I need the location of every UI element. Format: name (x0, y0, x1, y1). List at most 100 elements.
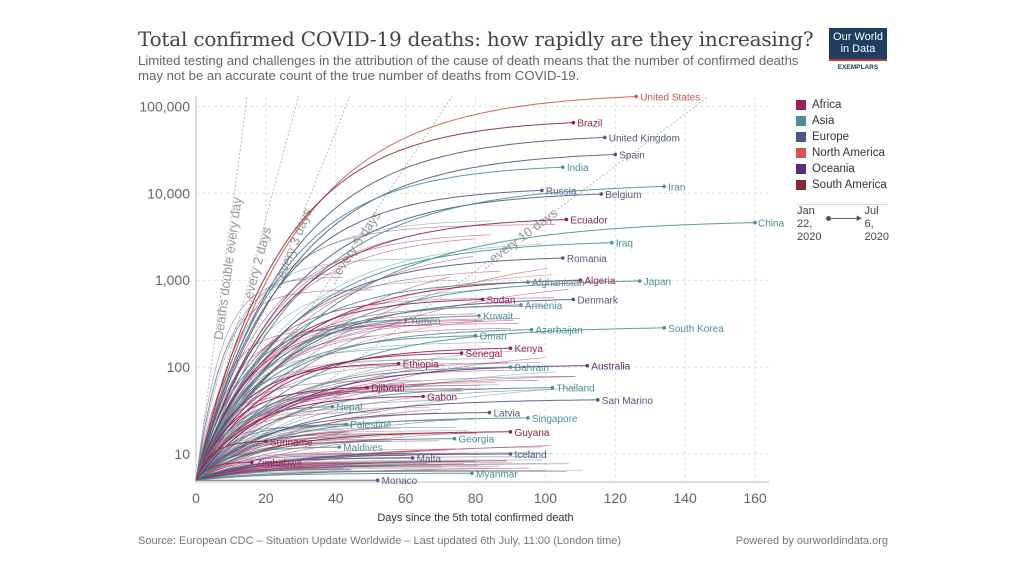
series-line[interactable] (195, 122, 574, 481)
series-line[interactable] (195, 457, 413, 481)
series-line[interactable] (195, 166, 563, 481)
series-label[interactable]: Guyana (514, 428, 549, 439)
series-bahrain[interactable]: Bahrain (195, 363, 549, 481)
series-line[interactable] (195, 461, 252, 481)
series-label[interactable]: Malta (417, 454, 442, 465)
series-label[interactable]: China (758, 219, 785, 230)
series-line[interactable] (195, 387, 553, 481)
series-line[interactable] (195, 438, 455, 481)
owid-logo[interactable]: Our World in Data EXEMPLARS (829, 28, 887, 74)
series-label[interactable]: Zimbabwe (256, 458, 303, 469)
series-line[interactable] (195, 153, 616, 481)
series-line[interactable] (195, 472, 472, 481)
series-line[interactable] (195, 440, 266, 481)
series-line[interactable] (195, 406, 333, 481)
series-line[interactable] (195, 395, 424, 481)
series-label[interactable]: Monaco (382, 476, 418, 487)
series-label[interactable]: Kenya (514, 344, 543, 355)
series-line[interactable] (195, 319, 406, 481)
series-line[interactable] (195, 189, 542, 481)
series-label[interactable]: Brazil (577, 119, 602, 130)
series-china[interactable]: China (195, 219, 785, 481)
legend-item-africa[interactable]: Africa (796, 97, 887, 113)
series-line[interactable] (195, 136, 605, 481)
legend-item-north-america[interactable]: North America (796, 145, 887, 161)
series-label[interactable]: Iran (668, 182, 685, 193)
series-palestine[interactable]: Palestine (195, 420, 392, 481)
series-gabon[interactable]: Gabon (195, 392, 457, 481)
series-georgia[interactable]: Georgia (195, 435, 495, 481)
series-yemen[interactable]: Yemen (195, 316, 440, 481)
series-suriname[interactable]: Suriname (195, 437, 313, 481)
series-japan[interactable]: Japan (195, 277, 671, 481)
series-line[interactable] (195, 446, 340, 481)
series-label[interactable]: Oman (480, 332, 507, 343)
series-nepal[interactable]: Nepal (195, 403, 362, 481)
series-label[interactable]: South Korea (668, 324, 724, 335)
series-line[interactable] (195, 431, 511, 481)
series-line[interactable] (195, 335, 476, 481)
series-singapore[interactable]: Singapore (195, 414, 578, 481)
timeline-slider-track[interactable]: ▶ (826, 215, 862, 222)
series-label[interactable]: Nepal (336, 403, 362, 414)
series-label[interactable]: Myanmar (476, 469, 518, 480)
series-label[interactable]: Ethiopia (403, 360, 440, 371)
series-label[interactable]: Suriname (270, 437, 313, 448)
series-line[interactable] (195, 185, 665, 481)
series-line[interactable] (195, 423, 347, 481)
series-iran[interactable]: Iran (195, 182, 685, 481)
series-line[interactable] (195, 299, 483, 481)
series-brazil[interactable]: Brazil (195, 119, 602, 481)
series-label[interactable]: India (567, 163, 589, 174)
series-line[interactable] (195, 417, 528, 481)
series-iceland[interactable]: Iceland (195, 450, 547, 481)
series-label[interactable]: Singapore (532, 414, 578, 425)
series-label[interactable]: Bahrain (514, 363, 548, 374)
series-label[interactable]: Australia (591, 362, 630, 373)
series-label[interactable]: Sudan (486, 295, 515, 306)
series-label[interactable]: Kuwait (483, 312, 513, 323)
series-label[interactable]: Romania (567, 254, 607, 265)
series-armenia[interactable]: Armenia (195, 301, 563, 481)
series-maldives[interactable]: Maldives (195, 443, 383, 481)
series-label[interactable]: Gabon (427, 392, 457, 403)
series-line[interactable] (195, 399, 598, 481)
series-myanmar[interactable]: Myanmar (195, 469, 518, 481)
series-line[interactable] (195, 363, 399, 481)
timeline-end-arrow-icon[interactable]: ▶ (856, 215, 862, 222)
series-label[interactable]: Japan (644, 277, 671, 288)
timeline-start-handle[interactable] (826, 216, 831, 221)
series-line[interactable] (195, 315, 480, 481)
series-label[interactable]: Armenia (525, 301, 563, 312)
series-belgium[interactable]: Belgium (195, 190, 641, 481)
series-india[interactable]: India (195, 163, 589, 481)
series-label[interactable]: Iceland (514, 450, 546, 461)
series-line[interactable] (195, 242, 612, 481)
legend-item-south-america[interactable]: South America (796, 177, 887, 193)
series-thailand[interactable]: Thailand (195, 384, 595, 481)
series-oman[interactable]: Oman (195, 332, 507, 481)
series-label[interactable]: Maldives (343, 443, 382, 454)
series-label[interactable]: Thailand (556, 384, 594, 395)
series-united-kingdom[interactable]: United Kingdom (195, 133, 680, 481)
series-malta[interactable]: Malta (195, 454, 442, 481)
series-label[interactable]: Latvia (493, 409, 520, 420)
legend-item-europe[interactable]: Europe (796, 129, 887, 145)
series-monaco[interactable]: Monaco (196, 476, 418, 487)
series-denmark[interactable]: Denmark (195, 295, 619, 481)
series-kuwait[interactable]: Kuwait (195, 312, 513, 481)
series-label[interactable]: Azerbaijan (535, 326, 582, 337)
series-line[interactable] (195, 304, 521, 481)
series-line[interactable] (195, 366, 511, 481)
series-label[interactable]: San Marino (602, 396, 654, 407)
series-label[interactable]: Djibouti (371, 384, 404, 395)
series-united-states[interactable]: United States (195, 92, 700, 481)
series-spain[interactable]: Spain (195, 150, 645, 481)
series-label[interactable]: Senegal (466, 349, 503, 360)
series-line[interactable] (195, 352, 462, 481)
series-line[interactable] (195, 222, 756, 481)
series-label[interactable]: United States (640, 92, 700, 103)
series-guyana[interactable]: Guyana (195, 428, 550, 481)
series-label[interactable]: Iraq (616, 239, 633, 250)
legend-item-oceania[interactable]: Oceania (796, 161, 887, 177)
